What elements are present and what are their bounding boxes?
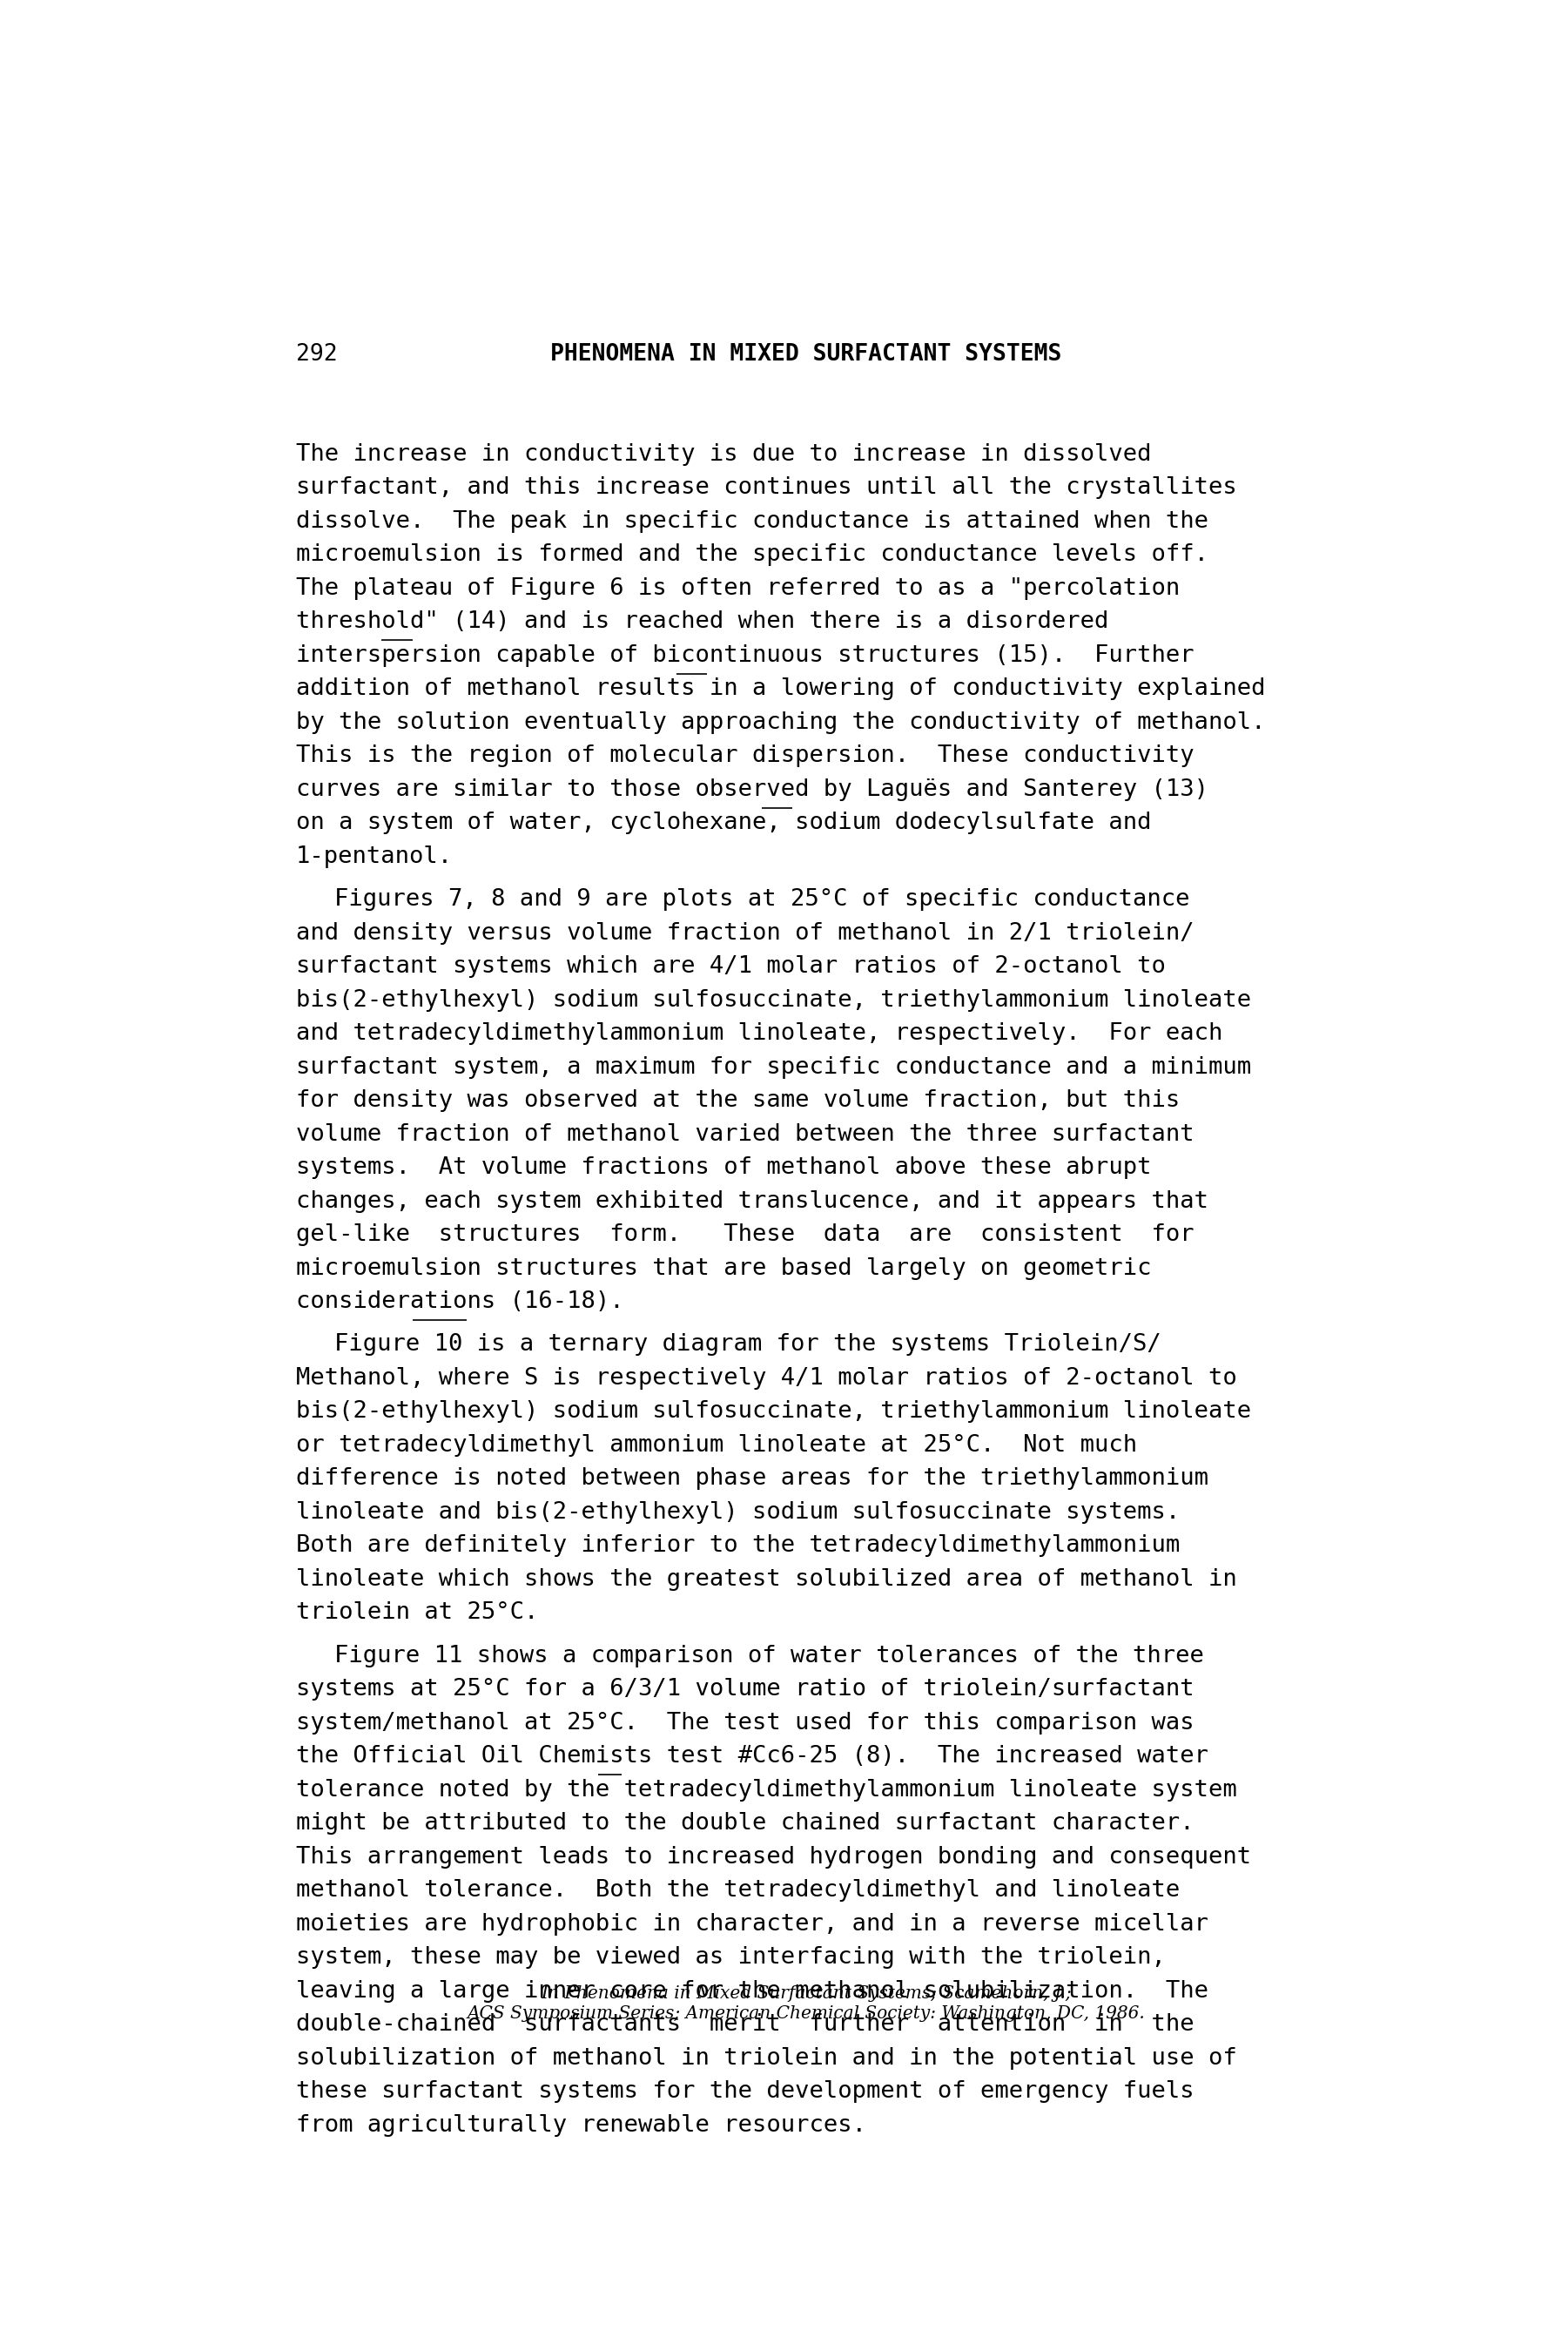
Text: systems.  At volume fractions of methanol above these abrupt: systems. At volume fractions of methanol… <box>296 1157 1151 1180</box>
Text: these surfactant systems for the development of emergency fuels: these surfactant systems for the develop… <box>296 2081 1193 2102</box>
Text: threshold" (14) and is reached when there is a disordered: threshold" (14) and is reached when ther… <box>296 611 1109 632</box>
Text: In Phenomena in Mixed Surfactant Systems; Scamehorn, J.;: In Phenomena in Mixed Surfactant Systems… <box>541 1984 1071 2003</box>
Text: difference is noted between phase areas for the triethylammonium: difference is noted between phase areas … <box>296 1467 1209 1491</box>
Text: methanol tolerance.  Both the tetradecyldimethyl and linoleate: methanol tolerance. Both the tetradecyld… <box>296 1878 1179 1902</box>
Text: tolerance noted by the tetradecyldimethylammonium linoleate system: tolerance noted by the tetradecyldimethy… <box>296 1780 1237 1801</box>
Text: by the solution eventually approaching the conductivity of methanol.: by the solution eventually approaching t… <box>296 712 1265 734</box>
Text: and tetradecyldimethylammonium linoleate, respectively.  For each: and tetradecyldimethylammonium linoleate… <box>296 1023 1223 1044</box>
Text: microemulsion is formed and the specific conductance levels off.: microemulsion is formed and the specific… <box>296 543 1209 567</box>
Text: considerations (16-18).: considerations (16-18). <box>296 1291 624 1314</box>
Text: Methanol, where S is respectively 4/1 molar ratios of 2-octanol to: Methanol, where S is respectively 4/1 mo… <box>296 1366 1237 1389</box>
Text: on a system of water, cyclohexane, sodium dodecylsulfate and: on a system of water, cyclohexane, sodiu… <box>296 811 1151 835</box>
Text: moieties are hydrophobic in character, and in a reverse micellar: moieties are hydrophobic in character, a… <box>296 1914 1209 1935</box>
Text: PHENOMENA IN MIXED SURFACTANT SYSTEMS: PHENOMENA IN MIXED SURFACTANT SYSTEMS <box>550 343 1062 367</box>
Text: might be attributed to the double chained surfactant character.: might be attributed to the double chaine… <box>296 1813 1193 1834</box>
Text: system/methanol at 25°C.  The test used for this comparison was: system/methanol at 25°C. The test used f… <box>296 1712 1193 1735</box>
Text: surfactant, and this increase continues until all the crystallites: surfactant, and this increase continues … <box>296 477 1237 498</box>
Text: Figure 10 is a ternary diagram for the systems Triolein/S/: Figure 10 is a ternary diagram for the s… <box>334 1333 1162 1357</box>
Text: the Official Oil Chemists test #Cc6-25 (8).  The increased water: the Official Oil Chemists test #Cc6-25 (… <box>296 1744 1209 1768</box>
Text: The plateau of Figure 6 is often referred to as a "percolation: The plateau of Figure 6 is often referre… <box>296 576 1179 600</box>
Text: double-chained  surfactants  merit  further  attention  in  the: double-chained surfactants merit further… <box>296 2012 1193 2036</box>
Text: 292: 292 <box>296 343 337 367</box>
Text: curves are similar to those observed by Laguës and Santerey (13): curves are similar to those observed by … <box>296 778 1209 802</box>
Text: systems at 25°C for a 6/3/1 volume ratio of triolein/surfactant: systems at 25°C for a 6/3/1 volume ratio… <box>296 1679 1193 1700</box>
Text: ACS Symposium Series; American Chemical Society: Washington, DC, 1986.: ACS Symposium Series; American Chemical … <box>467 2005 1145 2022</box>
Text: leaving a large inner core for the methanol solubilization.  The: leaving a large inner core for the metha… <box>296 1980 1209 2003</box>
Text: linoleate which shows the greatest solubilized area of methanol in: linoleate which shows the greatest solub… <box>296 1568 1237 1592</box>
Text: addition of methanol results in a lowering of conductivity explained: addition of methanol results in a loweri… <box>296 677 1265 701</box>
Text: surfactant system, a maximum for specific conductance and a minimum: surfactant system, a maximum for specifi… <box>296 1056 1251 1079</box>
Text: bis(2-ethylhexyl) sodium sulfosuccinate, triethylammonium linoleate: bis(2-ethylhexyl) sodium sulfosuccinate,… <box>296 990 1251 1011</box>
Text: interspersion capable of bicontinuous structures (15).  Further: interspersion capable of bicontinuous st… <box>296 644 1193 668</box>
Text: Figures 7, 8 and 9 are plots at 25°C of specific conductance: Figures 7, 8 and 9 are plots at 25°C of … <box>334 889 1190 910</box>
Text: system, these may be viewed as interfacing with the triolein,: system, these may be viewed as interfaci… <box>296 1947 1165 1968</box>
Text: surfactant systems which are 4/1 molar ratios of 2-octanol to: surfactant systems which are 4/1 molar r… <box>296 955 1165 978</box>
Text: triolein at 25°C.: triolein at 25°C. <box>296 1601 538 1625</box>
Text: microemulsion structures that are based largely on geometric: microemulsion structures that are based … <box>296 1258 1151 1279</box>
Text: from agriculturally renewable resources.: from agriculturally renewable resources. <box>296 2114 866 2137</box>
Text: The increase in conductivity is due to increase in dissolved: The increase in conductivity is due to i… <box>296 442 1151 465</box>
Text: Figure 11 shows a comparison of water tolerances of the three: Figure 11 shows a comparison of water to… <box>334 1643 1204 1667</box>
Text: Both are definitely inferior to the tetradecyldimethylammonium: Both are definitely inferior to the tetr… <box>296 1535 1179 1556</box>
Text: This is the region of molecular dispersion.  These conductivity: This is the region of molecular dispersi… <box>296 745 1193 766</box>
Text: gel-like  structures  form.   These  data  are  consistent  for: gel-like structures form. These data are… <box>296 1223 1193 1246</box>
Text: 1-pentanol.: 1-pentanol. <box>296 846 453 868</box>
Text: and density versus volume fraction of methanol in 2/1 triolein/: and density versus volume fraction of me… <box>296 922 1193 945</box>
Text: This arrangement leads to increased hydrogen bonding and consequent: This arrangement leads to increased hydr… <box>296 1846 1251 1869</box>
Text: bis(2-ethylhexyl) sodium sulfosuccinate, triethylammonium linoleate: bis(2-ethylhexyl) sodium sulfosuccinate,… <box>296 1401 1251 1422</box>
Text: linoleate and bis(2-ethylhexyl) sodium sulfosuccinate systems.: linoleate and bis(2-ethylhexyl) sodium s… <box>296 1500 1179 1523</box>
Text: solubilization of methanol in triolein and in the potential use of: solubilization of methanol in triolein a… <box>296 2048 1237 2069</box>
Text: volume fraction of methanol varied between the three surfactant: volume fraction of methanol varied betwe… <box>296 1124 1193 1145</box>
Text: changes, each system exhibited translucence, and it appears that: changes, each system exhibited transluce… <box>296 1190 1209 1213</box>
Text: dissolve.  The peak in specific conductance is attained when the: dissolve. The peak in specific conductan… <box>296 510 1209 534</box>
Text: or tetradecyldimethyl ammonium linoleate at 25°C.  Not much: or tetradecyldimethyl ammonium linoleate… <box>296 1434 1137 1458</box>
Text: for density was observed at the same volume fraction, but this: for density was observed at the same vol… <box>296 1089 1179 1112</box>
